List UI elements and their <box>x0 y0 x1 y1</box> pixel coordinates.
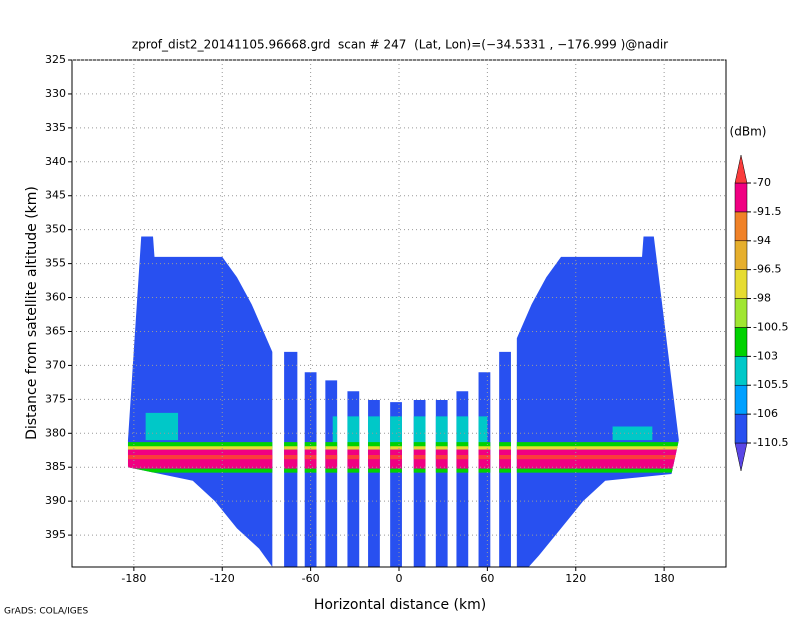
y-tick-label: 360 <box>45 291 66 304</box>
colorbar-label: -91.5 <box>753 205 781 218</box>
x-tick-label: 180 <box>654 572 675 585</box>
y-tick-label: 355 <box>45 257 66 270</box>
y-tick-label: 385 <box>45 460 66 473</box>
x-tick-label: -180 <box>121 572 146 585</box>
colorbar-segment <box>734 327 748 357</box>
chart-title: zprof_dist2_20141105.96668.grd scan # 24… <box>132 38 668 52</box>
colorbar-label: -105.5 <box>753 378 788 391</box>
colorbar-segment <box>734 269 748 299</box>
y-tick-label: 330 <box>45 87 66 100</box>
credit: GrADS: COLA/IGES <box>4 607 88 617</box>
colorbar-label: -103 <box>753 349 778 362</box>
y-tick-label: 370 <box>45 358 66 371</box>
colorbar-label: -110.5 <box>753 436 788 449</box>
swath-region <box>127 236 273 567</box>
echo-region <box>127 455 679 460</box>
colorbar-segment <box>734 442 748 472</box>
y-tick-label: 395 <box>45 528 66 541</box>
colorbar-label: -100.5 <box>753 320 788 333</box>
swath-region <box>516 236 679 567</box>
y-tick-label: 365 <box>45 324 66 337</box>
echo-region <box>145 412 179 441</box>
colorbar-label: (dBm) <box>730 125 767 139</box>
colorbar-segment <box>734 211 748 242</box>
y-axis-label: Distance from satellite altitude (km) <box>24 186 40 440</box>
colorbar-segment <box>734 384 748 415</box>
x-tick-label: 60 <box>480 572 494 585</box>
x-axis-label: Horizontal distance (km) <box>314 597 486 613</box>
colorbar-label: -94 <box>753 234 771 247</box>
colorbar-segment <box>734 182 748 213</box>
y-tick-label: 335 <box>45 121 66 134</box>
y-tick-label: 350 <box>45 223 66 236</box>
y-tick-label: 375 <box>45 392 66 405</box>
y-tick-label: 340 <box>45 155 66 168</box>
x-tick-label: -60 <box>302 572 320 585</box>
field <box>127 236 679 567</box>
x-tick-label: -120 <box>210 572 235 585</box>
colorbar-segment <box>734 356 748 386</box>
x-tick-label: 120 <box>565 572 586 585</box>
colorbar-label: -70 <box>753 176 771 189</box>
y-tick-label: 325 <box>45 53 66 66</box>
colorbar-label: -106 <box>753 407 778 420</box>
colorbar-segment <box>734 240 748 270</box>
colorbar-label: -96.5 <box>753 263 781 276</box>
echo-region <box>127 468 679 473</box>
x-tick-label: 0 <box>396 572 403 585</box>
swath-region <box>325 380 338 567</box>
y-tick-label: 390 <box>45 494 66 507</box>
colorbar-segment <box>734 413 748 444</box>
y-tick-label: 345 <box>45 189 66 202</box>
echo-region <box>127 446 679 450</box>
colorbar-segment <box>734 298 748 328</box>
y-tick-label: 380 <box>45 426 66 439</box>
colorbar-label: -98 <box>753 292 771 305</box>
colorbar-segment <box>734 154 748 184</box>
